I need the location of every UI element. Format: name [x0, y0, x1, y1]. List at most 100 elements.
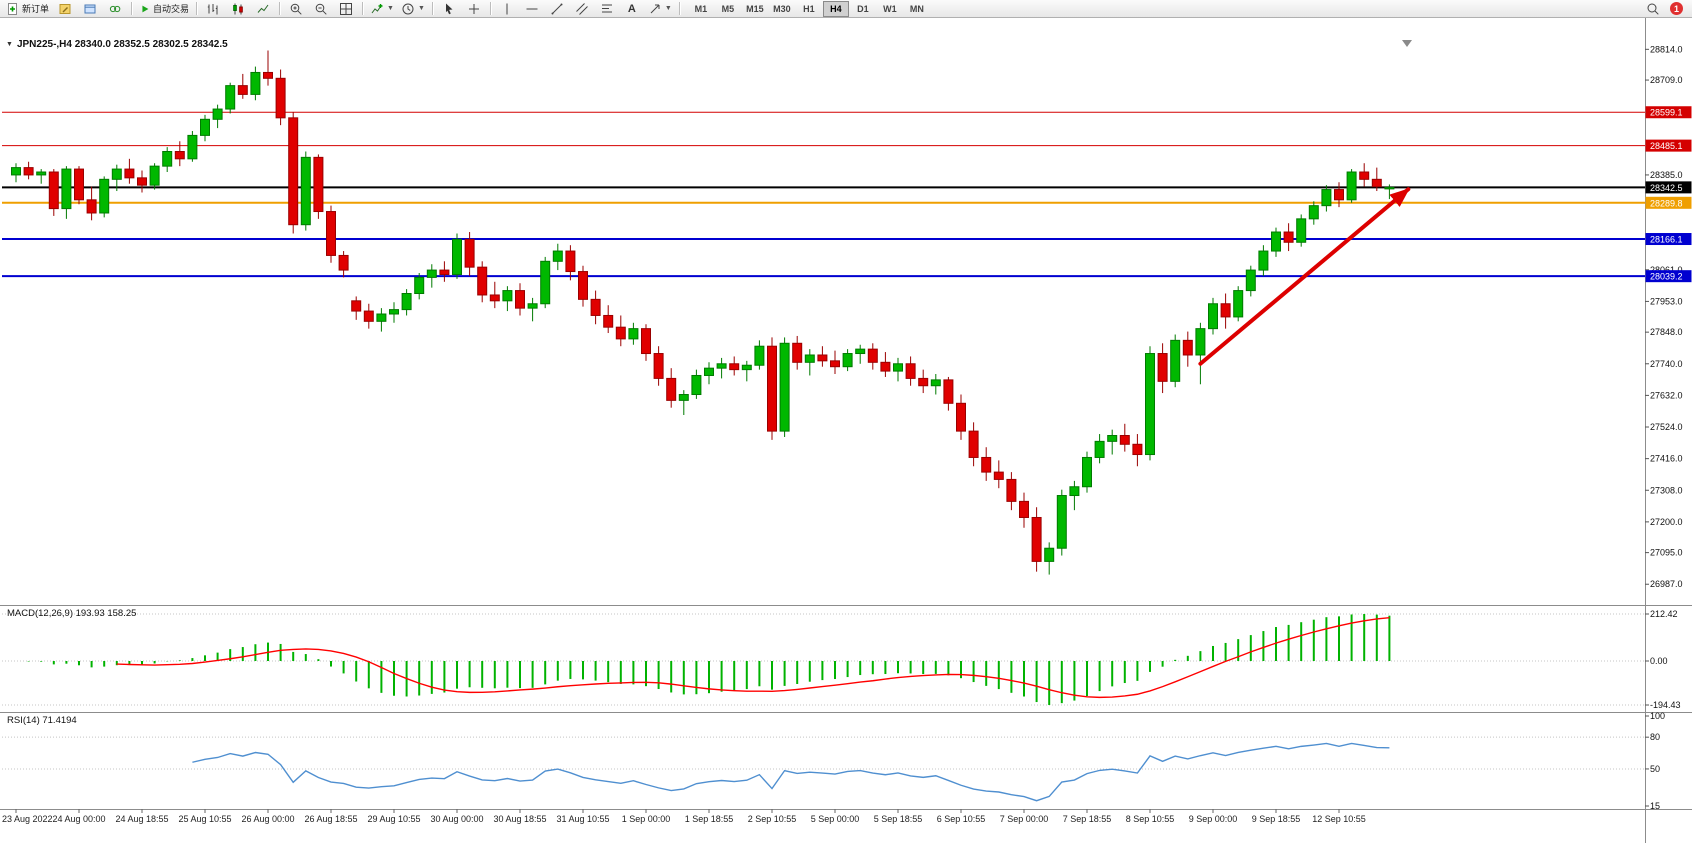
notification-badge[interactable]: 1 [1670, 2, 1683, 15]
crosshair-icon [468, 3, 479, 14]
line-chart-mode-button[interactable] [251, 0, 275, 18]
chart-window[interactable]: ▼ JPN225-,H4 28340.0 28352.5 28302.5 283… [0, 18, 1692, 843]
svg-text:29 Aug 10:55: 29 Aug 10:55 [367, 814, 420, 824]
fibonacci-tool-button[interactable] [595, 0, 619, 18]
svg-text:100: 100 [1650, 711, 1665, 721]
new-order-label: 新订单 [22, 4, 50, 14]
svg-text:31 Aug 10:55: 31 Aug 10:55 [556, 814, 609, 824]
ohlc-bars-icon [207, 3, 218, 14]
candlestick-mode-button[interactable] [226, 0, 250, 18]
metaeditor-button[interactable] [53, 0, 77, 18]
text-tool-button[interactable]: A [620, 0, 644, 18]
svg-text:50: 50 [1650, 764, 1660, 774]
svg-text:28289.8: 28289.8 [1650, 198, 1683, 208]
crosshair-tool-button[interactable] [462, 0, 486, 18]
toolbar-separator [431, 2, 433, 15]
search-button[interactable] [1641, 0, 1665, 18]
svg-text:25 Aug 10:55: 25 Aug 10:55 [178, 814, 231, 824]
periods-button[interactable]: ▼ [398, 0, 428, 18]
new-order-icon [8, 2, 17, 15]
svg-text:9 Sep 18:55: 9 Sep 18:55 [1252, 814, 1301, 824]
expert-advisors-icon [109, 5, 121, 12]
svg-text:27416.0: 27416.0 [1650, 454, 1683, 464]
svg-text:12 Sep 10:55: 12 Sep 10:55 [1312, 814, 1366, 824]
price-axis-labels[interactable]: 28814.0 28709.0 28385.0 28061.0 27953.0 27848… [1645, 44, 1683, 589]
trendline-tool-button[interactable] [545, 0, 569, 18]
zoom-out-button[interactable] [309, 0, 333, 18]
bar-chart-mode-button[interactable] [201, 0, 225, 18]
chevron-down-icon: ▼ [664, 5, 672, 12]
autotrading-play-icon [142, 5, 149, 12]
price-tags-layer: 28599.1 28485.1 28342.5 28289.8 28166.1 28039… [1645, 106, 1692, 283]
expert-advisors-button[interactable] [103, 0, 127, 18]
svg-text:28385.0: 28385.0 [1650, 170, 1683, 180]
vertical-line-tool-button[interactable] [495, 0, 519, 18]
chevron-down-icon: ▼ [387, 5, 394, 12]
timeframe-button-m5[interactable]: M5 [721, 3, 735, 14]
time-axis-layer[interactable]: 23 Aug 2022 24 Aug 00:00 24 Aug 18:55 25 Au… [2, 809, 1366, 824]
svg-text:27632.0: 27632.0 [1650, 390, 1683, 400]
indicators-button[interactable]: ▼ [367, 0, 397, 18]
vertical-line-icon [506, 3, 508, 14]
svg-text:9 Sep 00:00: 9 Sep 00:00 [1189, 814, 1238, 824]
svg-text:28599.1: 28599.1 [1650, 108, 1683, 118]
timeframe-button-m15[interactable]: M15 [746, 3, 764, 14]
svg-text:0.00: 0.00 [1650, 656, 1668, 666]
svg-text:15: 15 [1650, 801, 1660, 811]
svg-text:28166.1: 28166.1 [1650, 235, 1683, 245]
svg-text:80: 80 [1650, 732, 1660, 742]
toolbar-separator [489, 2, 491, 15]
autotrading-button[interactable]: 自动交易 [136, 0, 192, 18]
chart-canvas[interactable]: 28814.0 28709.0 28385.0 28061.0 27953.0 27848… [0, 18, 1692, 843]
svg-text:7 Sep 00:00: 7 Sep 00:00 [1000, 814, 1049, 824]
chart-title-row: ▼ JPN225-,H4 28340.0 28352.5 28302.5 283… [6, 39, 228, 50]
svg-text:8 Sep 10:55: 8 Sep 10:55 [1126, 814, 1175, 824]
svg-text:23 Aug 2022: 23 Aug 2022 [2, 814, 53, 824]
timeframe-button-m1[interactable]: M1 [694, 3, 708, 14]
toolbar-separator [196, 2, 198, 15]
timeframe-button-m30[interactable]: M30 [773, 3, 791, 14]
trend-arrow[interactable] [1198, 187, 1411, 366]
svg-text:27524.0: 27524.0 [1650, 422, 1683, 432]
tile-windows-button[interactable] [334, 0, 358, 18]
svg-text:28061.0: 28061.0 [1650, 265, 1683, 275]
rsi-layer: 100 80 50 15 [2, 711, 1665, 811]
timeframe-button-h4[interactable]: H4 [822, 0, 849, 17]
svg-text:26987.0: 26987.0 [1650, 579, 1683, 589]
trendline-icon [551, 3, 563, 14]
fibonacci-icon [601, 4, 612, 12]
channel-tool-button[interactable] [570, 0, 594, 18]
svg-text:28709.0: 28709.0 [1650, 75, 1683, 85]
candles-layer [11, 50, 1395, 575]
arrows-tool-button[interactable]: ▼ [645, 0, 675, 18]
svg-text:28485.1: 28485.1 [1650, 141, 1683, 151]
horizontal-line-tool-button[interactable] [520, 0, 544, 18]
timeframe-button-d1[interactable]: D1 [857, 3, 869, 14]
svg-text:24 Aug 18:55: 24 Aug 18:55 [115, 814, 168, 824]
toolbar-separator [678, 2, 680, 15]
toolbar-separator [362, 2, 364, 15]
one-click-trading-toggle-icon[interactable]: ▼ [6, 41, 13, 48]
toolbar-separator [279, 2, 281, 15]
arrow-tool-icon [650, 4, 660, 13]
timeframe-button-w1[interactable]: W1 [883, 3, 897, 14]
chart-shift-marker-icon[interactable] [1402, 40, 1412, 47]
zoom-in-button[interactable] [284, 0, 308, 18]
text-tool-icon: A [627, 2, 636, 15]
timeframe-button-mn[interactable]: MN [909, 3, 924, 14]
svg-text:28039.2: 28039.2 [1650, 272, 1683, 282]
autotrading-label: 自动交易 [153, 4, 190, 14]
new-order-button[interactable]: 新订单 [3, 0, 52, 18]
svg-text:1 Sep 18:55: 1 Sep 18:55 [685, 814, 734, 824]
cursor-tool-button[interactable] [437, 0, 461, 18]
timeframe-button-h1[interactable]: H1 [803, 3, 815, 14]
clock-icon [402, 3, 414, 14]
svg-text:5 Sep 18:55: 5 Sep 18:55 [874, 814, 923, 824]
terminal-button[interactable] [78, 0, 102, 18]
svg-text:24 Aug 00:00: 24 Aug 00:00 [52, 814, 105, 824]
tile-windows-icon [340, 2, 353, 15]
zoom-in-icon [290, 3, 302, 15]
svg-text:27095.0: 27095.0 [1650, 548, 1683, 558]
macd-layer: 212.42 0.00 -194.43 [2, 609, 1681, 710]
zoom-out-icon [315, 3, 327, 15]
